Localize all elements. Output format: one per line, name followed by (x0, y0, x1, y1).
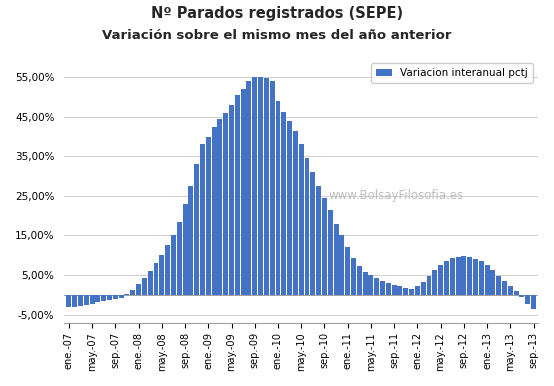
Bar (485, 265, 490, 295)
Bar (444, 261, 449, 295)
Bar (84, 295, 89, 305)
Bar (90, 295, 95, 303)
Bar (473, 259, 478, 295)
Bar (520, 295, 525, 297)
Bar (165, 245, 170, 295)
Text: www.BolsayFilosofia.es: www.BolsayFilosofia.es (329, 189, 464, 202)
Bar (432, 270, 437, 295)
Bar (177, 222, 182, 295)
Bar (252, 77, 257, 295)
Bar (194, 164, 199, 295)
Bar (351, 259, 356, 295)
Bar (136, 284, 141, 295)
Bar (305, 158, 310, 295)
Bar (345, 247, 350, 295)
Bar (78, 295, 83, 306)
Bar (119, 295, 124, 298)
Bar (270, 81, 275, 295)
Bar (392, 284, 397, 295)
Bar (212, 127, 217, 295)
Bar (275, 101, 280, 295)
Bar (415, 286, 420, 295)
Bar (450, 259, 455, 295)
Bar (334, 223, 338, 295)
Bar (107, 295, 112, 300)
Bar (479, 261, 484, 295)
Bar (467, 257, 472, 295)
Bar (148, 271, 153, 295)
Bar (490, 270, 495, 295)
Bar (438, 265, 443, 295)
Bar (153, 263, 158, 295)
Bar (420, 282, 425, 295)
Bar (322, 198, 327, 295)
Bar (171, 235, 176, 295)
Bar (235, 95, 240, 295)
Bar (125, 294, 130, 295)
Bar (229, 105, 234, 295)
Bar (328, 210, 333, 295)
Bar (368, 275, 373, 295)
Bar (363, 272, 368, 295)
Bar (188, 186, 193, 295)
Text: Variación sobre el mismo mes del año anterior: Variación sobre el mismo mes del año ant… (102, 29, 452, 42)
Bar (240, 89, 245, 295)
Bar (397, 286, 402, 295)
Bar (316, 186, 321, 295)
Bar (531, 295, 536, 309)
Bar (299, 144, 304, 295)
Bar (293, 130, 298, 295)
Bar (160, 255, 165, 295)
Bar (200, 144, 205, 295)
Bar (72, 295, 77, 307)
Bar (409, 288, 414, 295)
Bar (258, 77, 263, 295)
Bar (310, 172, 315, 295)
Bar (455, 257, 460, 295)
Bar (403, 288, 408, 295)
Bar (525, 295, 530, 303)
Bar (183, 204, 187, 295)
Bar (217, 119, 222, 295)
Bar (130, 290, 135, 295)
Legend: Variacion interanual pctj: Variacion interanual pctj (371, 63, 533, 83)
Bar (223, 113, 228, 295)
Bar (287, 121, 292, 295)
Bar (375, 278, 379, 295)
Bar (206, 137, 211, 295)
Bar (502, 281, 507, 295)
Bar (508, 286, 513, 295)
Bar (461, 256, 466, 295)
Bar (142, 278, 147, 295)
Bar (496, 276, 501, 295)
Bar (514, 291, 519, 295)
Bar (357, 266, 362, 295)
Bar (264, 78, 269, 295)
Bar (66, 295, 71, 307)
Bar (281, 112, 286, 295)
Bar (95, 295, 100, 302)
Bar (113, 295, 118, 299)
Bar (427, 276, 432, 295)
Bar (380, 281, 385, 295)
Text: Nº Parados registrados (SEPE): Nº Parados registrados (SEPE) (151, 6, 403, 21)
Bar (101, 295, 106, 301)
Bar (340, 235, 345, 295)
Bar (386, 283, 391, 295)
Bar (247, 81, 252, 295)
